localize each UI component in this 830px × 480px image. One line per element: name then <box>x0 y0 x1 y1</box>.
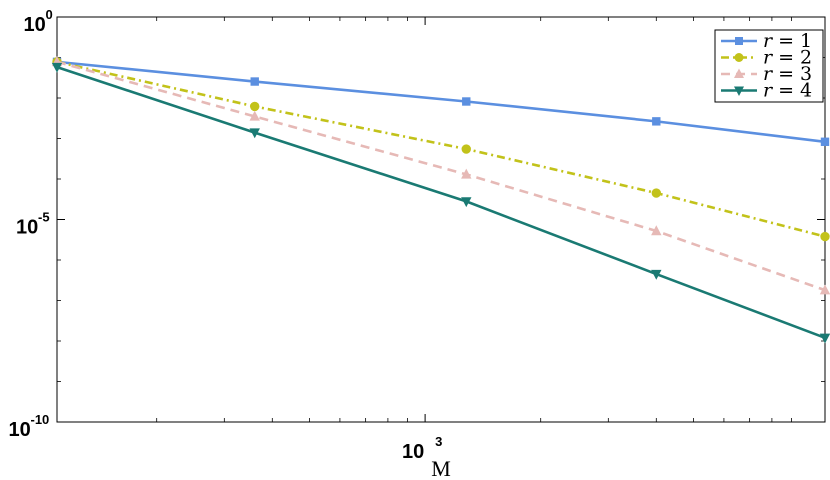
legend-item-1: r = 1 <box>721 30 812 52</box>
legend-label: r = 3 <box>763 63 812 85</box>
data-point <box>461 197 472 208</box>
y-tick-exponent: 0 <box>46 7 53 22</box>
legend-marker <box>735 37 743 45</box>
data-point <box>651 188 661 198</box>
legend-marker <box>734 86 744 96</box>
legend-item-2: r = 2 <box>721 47 812 69</box>
series-2 <box>52 57 830 242</box>
data-point <box>819 333 830 344</box>
data-point <box>819 284 830 295</box>
data-point <box>462 97 471 106</box>
legend-label: r = 4 <box>763 80 812 102</box>
major-ticks <box>57 16 825 423</box>
y-tick-label: 10 <box>16 217 38 239</box>
data-point <box>820 137 830 146</box>
y-tick-exponent: -10 <box>31 412 50 427</box>
data-point <box>461 144 471 154</box>
data-point <box>652 117 661 126</box>
legend-label: r = 1 <box>763 30 812 52</box>
x-axis-label: M <box>431 456 451 480</box>
data-point <box>51 62 63 73</box>
legend-label: r = 2 <box>763 47 812 69</box>
y-tick-label: 10 <box>9 419 31 441</box>
minor-ticks <box>57 17 825 422</box>
series-layer <box>51 56 830 344</box>
legend: r = 1r = 2r = 3r = 4 <box>714 29 824 103</box>
legend-marker <box>734 68 744 78</box>
data-point <box>651 225 662 236</box>
data-point <box>820 231 830 242</box>
data-point <box>249 128 260 139</box>
data-point <box>651 269 662 280</box>
x-tick-exponent: 3 <box>435 434 442 449</box>
y-tick-exponent: -5 <box>38 210 50 225</box>
data-point <box>249 110 260 121</box>
x-tick-label: 10 <box>402 441 424 463</box>
data-point <box>250 77 259 86</box>
legend-item-4: r = 4 <box>721 80 812 102</box>
data-point <box>250 101 260 112</box>
legend-marker <box>734 53 744 62</box>
data-point <box>461 168 472 179</box>
series-4 <box>51 62 830 344</box>
legend-item-3: r = 3 <box>721 63 812 85</box>
y-tick-label: 10 <box>24 14 46 36</box>
plot-frame <box>56 16 826 423</box>
tick-labels: 10 310 010 -510 -10 <box>9 7 443 463</box>
